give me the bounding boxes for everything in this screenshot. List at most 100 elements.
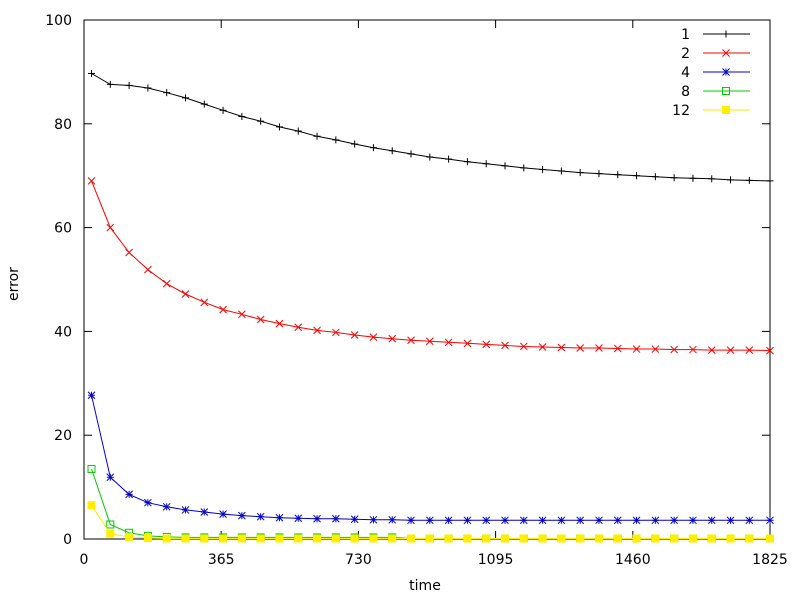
data-point-4 xyxy=(651,516,660,525)
data-point-2 xyxy=(294,323,303,332)
data-point-2 xyxy=(557,343,566,352)
legend-marker xyxy=(722,49,730,57)
data-point-2 xyxy=(369,333,378,341)
data-point-2 xyxy=(275,319,284,328)
data-point-12 xyxy=(519,534,528,543)
data-point-4 xyxy=(238,511,246,520)
y-tick-label: 100 xyxy=(45,13,72,29)
data-point-2 xyxy=(707,346,716,354)
data-point-4 xyxy=(275,513,284,522)
data-point-2 xyxy=(726,346,735,354)
data-point-12 xyxy=(162,534,171,543)
legend-label: 4 xyxy=(681,65,690,81)
data-point-4 xyxy=(689,516,697,525)
data-point-4 xyxy=(369,515,378,524)
data-point-12 xyxy=(369,534,378,543)
data-point-4 xyxy=(87,391,96,400)
data-point-2 xyxy=(670,345,679,354)
legend-item-2: 2 xyxy=(681,46,750,62)
data-point-4 xyxy=(331,514,340,523)
data-point-2 xyxy=(407,336,415,345)
data-point-4 xyxy=(613,516,622,525)
series-8 xyxy=(87,464,774,543)
data-point-4 xyxy=(125,490,133,499)
legend-label: 12 xyxy=(672,103,690,119)
data-point-4 xyxy=(407,516,415,525)
data-point-12 xyxy=(125,532,134,541)
data-point-12 xyxy=(331,534,340,543)
data-point-2 xyxy=(144,265,152,274)
data-point-12 xyxy=(425,534,434,543)
data-point-4 xyxy=(181,506,190,514)
data-point-4 xyxy=(519,516,528,525)
data-point-2 xyxy=(106,223,115,232)
data-point-4 xyxy=(256,512,265,521)
data-point-2 xyxy=(162,279,171,288)
data-point-2 xyxy=(632,345,641,353)
data-point-4 xyxy=(482,516,491,525)
legend-marker xyxy=(722,106,730,114)
data-point-2 xyxy=(256,315,265,324)
y-tick-label: 80 xyxy=(54,117,72,133)
data-point-12 xyxy=(482,534,491,543)
legend-marker xyxy=(722,87,730,95)
data-point-12 xyxy=(576,534,585,543)
data-point-12 xyxy=(745,534,754,543)
data-point-12 xyxy=(388,534,397,543)
data-point-12 xyxy=(313,534,322,543)
data-point-4 xyxy=(106,473,115,482)
data-point-4 xyxy=(726,516,735,525)
data-point-12 xyxy=(651,534,660,543)
data-point-4 xyxy=(576,516,585,525)
series-12 xyxy=(87,501,774,543)
legend-label: 2 xyxy=(681,46,690,62)
data-point-12 xyxy=(275,534,284,543)
data-point-2 xyxy=(689,345,697,354)
data-point-12 xyxy=(219,534,228,543)
data-point-4 xyxy=(162,502,171,511)
data-point-8 xyxy=(87,464,96,473)
data-point-2 xyxy=(519,342,528,351)
data-point-12 xyxy=(726,534,735,543)
data-point-12 xyxy=(766,534,774,543)
data-point-12 xyxy=(181,534,190,543)
data-point-4 xyxy=(595,516,603,525)
x-tick-label: 1825 xyxy=(752,552,788,568)
legend-item-4: 4 xyxy=(681,65,750,81)
data-point-4 xyxy=(501,516,509,525)
data-point-2 xyxy=(745,346,754,354)
legend-label: 1 xyxy=(681,27,690,43)
data-point-4 xyxy=(538,516,547,525)
series-line-1 xyxy=(91,73,771,182)
data-point-12 xyxy=(557,534,566,543)
data-point-12 xyxy=(294,534,303,543)
data-point-12 xyxy=(688,534,697,543)
data-point-4 xyxy=(313,514,321,523)
y-tick-label: 20 xyxy=(54,428,72,444)
x-tick-label: 730 xyxy=(345,552,372,568)
data-point-2 xyxy=(425,337,434,346)
data-point-12 xyxy=(237,534,246,543)
data-point-2 xyxy=(444,338,453,347)
series-1 xyxy=(88,69,774,185)
data-point-4 xyxy=(444,516,453,525)
data-point-2 xyxy=(501,341,509,350)
y-axis-title: error xyxy=(6,267,22,301)
data-point-2 xyxy=(388,334,397,343)
data-point-2 xyxy=(766,346,774,355)
data-point-4 xyxy=(632,516,641,525)
data-point-2 xyxy=(482,340,491,349)
legend-item-1: 1 xyxy=(681,27,750,43)
x-axis-title: time xyxy=(409,578,441,594)
series-line-8 xyxy=(91,468,770,539)
data-point-4 xyxy=(707,516,716,525)
x-tick-label: 1095 xyxy=(478,552,514,568)
data-point-2 xyxy=(331,328,340,337)
data-point-12 xyxy=(594,534,603,543)
data-point-12 xyxy=(632,534,641,543)
data-point-12 xyxy=(256,534,265,543)
x-tick-label: 0 xyxy=(80,552,89,568)
legend-marker xyxy=(722,68,730,76)
series-line-4 xyxy=(91,395,770,521)
